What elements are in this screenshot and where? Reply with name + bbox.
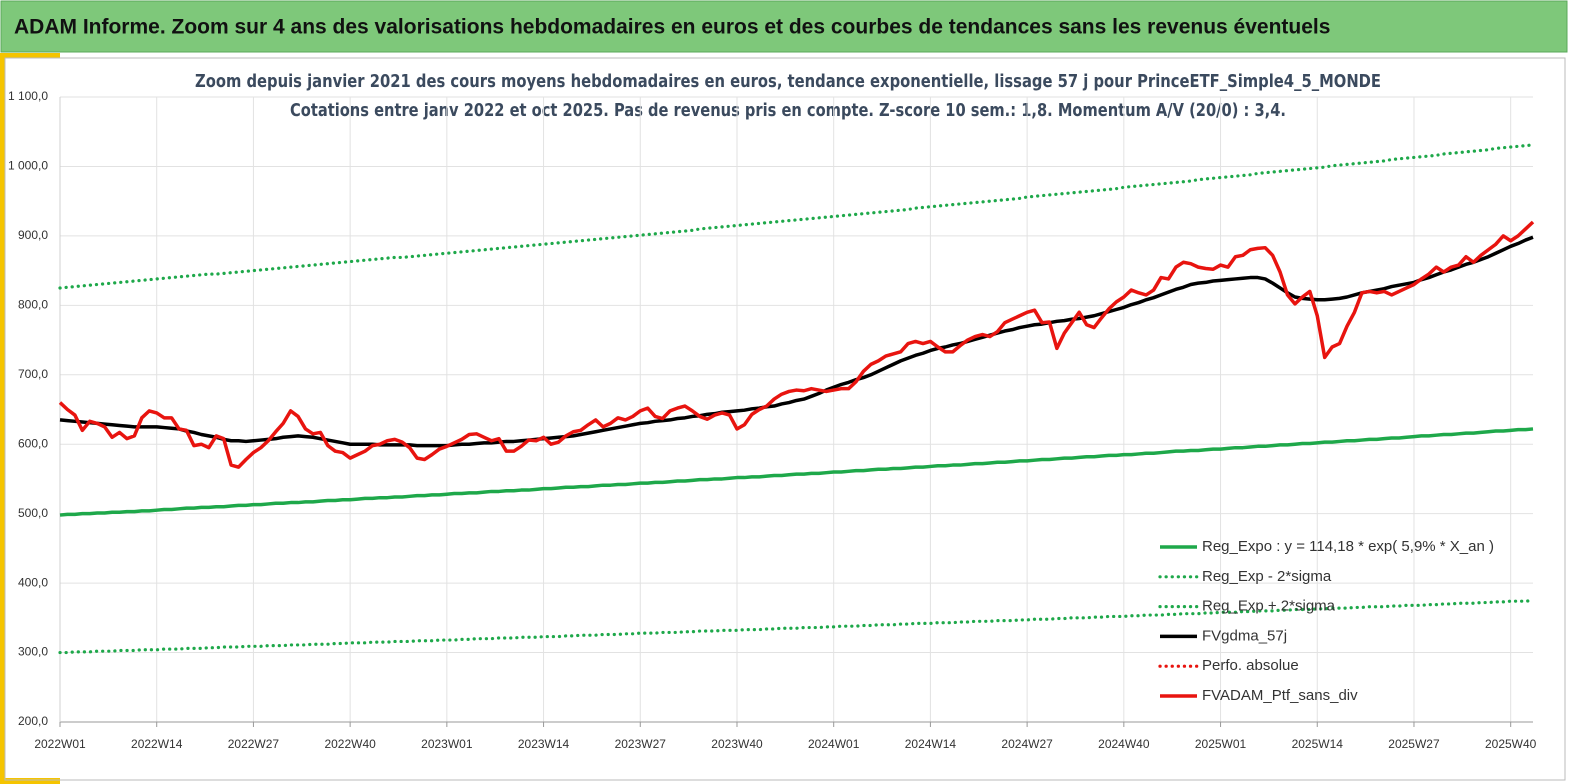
- x-tick-label: 2022W14: [131, 737, 183, 751]
- chart-title: Zoom depuis janvier 2021 des cours moyen…: [195, 72, 1381, 92]
- series-line: [58, 598, 1535, 655]
- x-tick-label: 2022W01: [34, 737, 86, 751]
- header-banner: [0, 0, 1568, 53]
- series-line: [58, 220, 1535, 469]
- legend-label: Reg_Exp + 2*sigma: [1202, 598, 1336, 615]
- legend-label: Reg_Expo : y = 114,18 * exp( 5,9% * X_an…: [1202, 538, 1494, 555]
- x-tick-label: 2025W27: [1388, 737, 1440, 751]
- y-tick-label: 700,0: [18, 367, 48, 381]
- x-tick-label: 2022W27: [228, 737, 280, 751]
- series-line: [58, 143, 1535, 290]
- x-tick-label: 2025W01: [1195, 737, 1247, 751]
- x-tick-label: 2023W14: [518, 737, 570, 751]
- y-tick-label: 500,0: [18, 506, 48, 520]
- y-tick-label: 900,0: [18, 228, 48, 242]
- x-tick-label: 2025W14: [1292, 737, 1344, 751]
- y-tick-label: 300,0: [18, 645, 48, 659]
- y-tick-label: 800,0: [18, 298, 48, 312]
- x-tick-label: 2022W40: [324, 737, 376, 751]
- accent: [0, 53, 5, 783]
- x-tick-label: 2025W40: [1485, 737, 1537, 751]
- x-tick-label: 2024W01: [808, 737, 860, 751]
- y-tick-label: 1 000,0: [8, 159, 48, 173]
- x-tick-label: 2024W40: [1098, 737, 1150, 751]
- legend-label: Reg_Exp - 2*sigma: [1202, 568, 1332, 585]
- y-tick-label: 600,0: [18, 436, 48, 450]
- legend-label: Perfo. absolue: [1202, 657, 1299, 674]
- y-tick-label: 1 100,0: [8, 89, 48, 103]
- y-tick-label: 200,0: [18, 714, 48, 728]
- x-tick-label: 2024W27: [1001, 737, 1053, 751]
- accent: [0, 778, 60, 784]
- x-tick-label: 2023W01: [421, 737, 473, 751]
- legend-label: FVgdma_57j: [1202, 627, 1287, 644]
- series-line: [59, 427, 1534, 517]
- header-title: ADAM Informe. Zoom sur 4 ans des valoris…: [14, 16, 1330, 39]
- x-tick-label: 2023W40: [711, 737, 763, 751]
- x-tick-label: 2023W27: [615, 737, 667, 751]
- legend-label: FVADAM_Ptf_sans_div: [1202, 687, 1358, 704]
- x-tick-label: 2024W14: [905, 737, 957, 751]
- accent: [0, 53, 60, 58]
- chart-frame: [4, 57, 1566, 781]
- chart-subtitle: Cotations entre janv 2022 et oct 2025. P…: [290, 101, 1286, 121]
- y-tick-label: 400,0: [18, 575, 48, 589]
